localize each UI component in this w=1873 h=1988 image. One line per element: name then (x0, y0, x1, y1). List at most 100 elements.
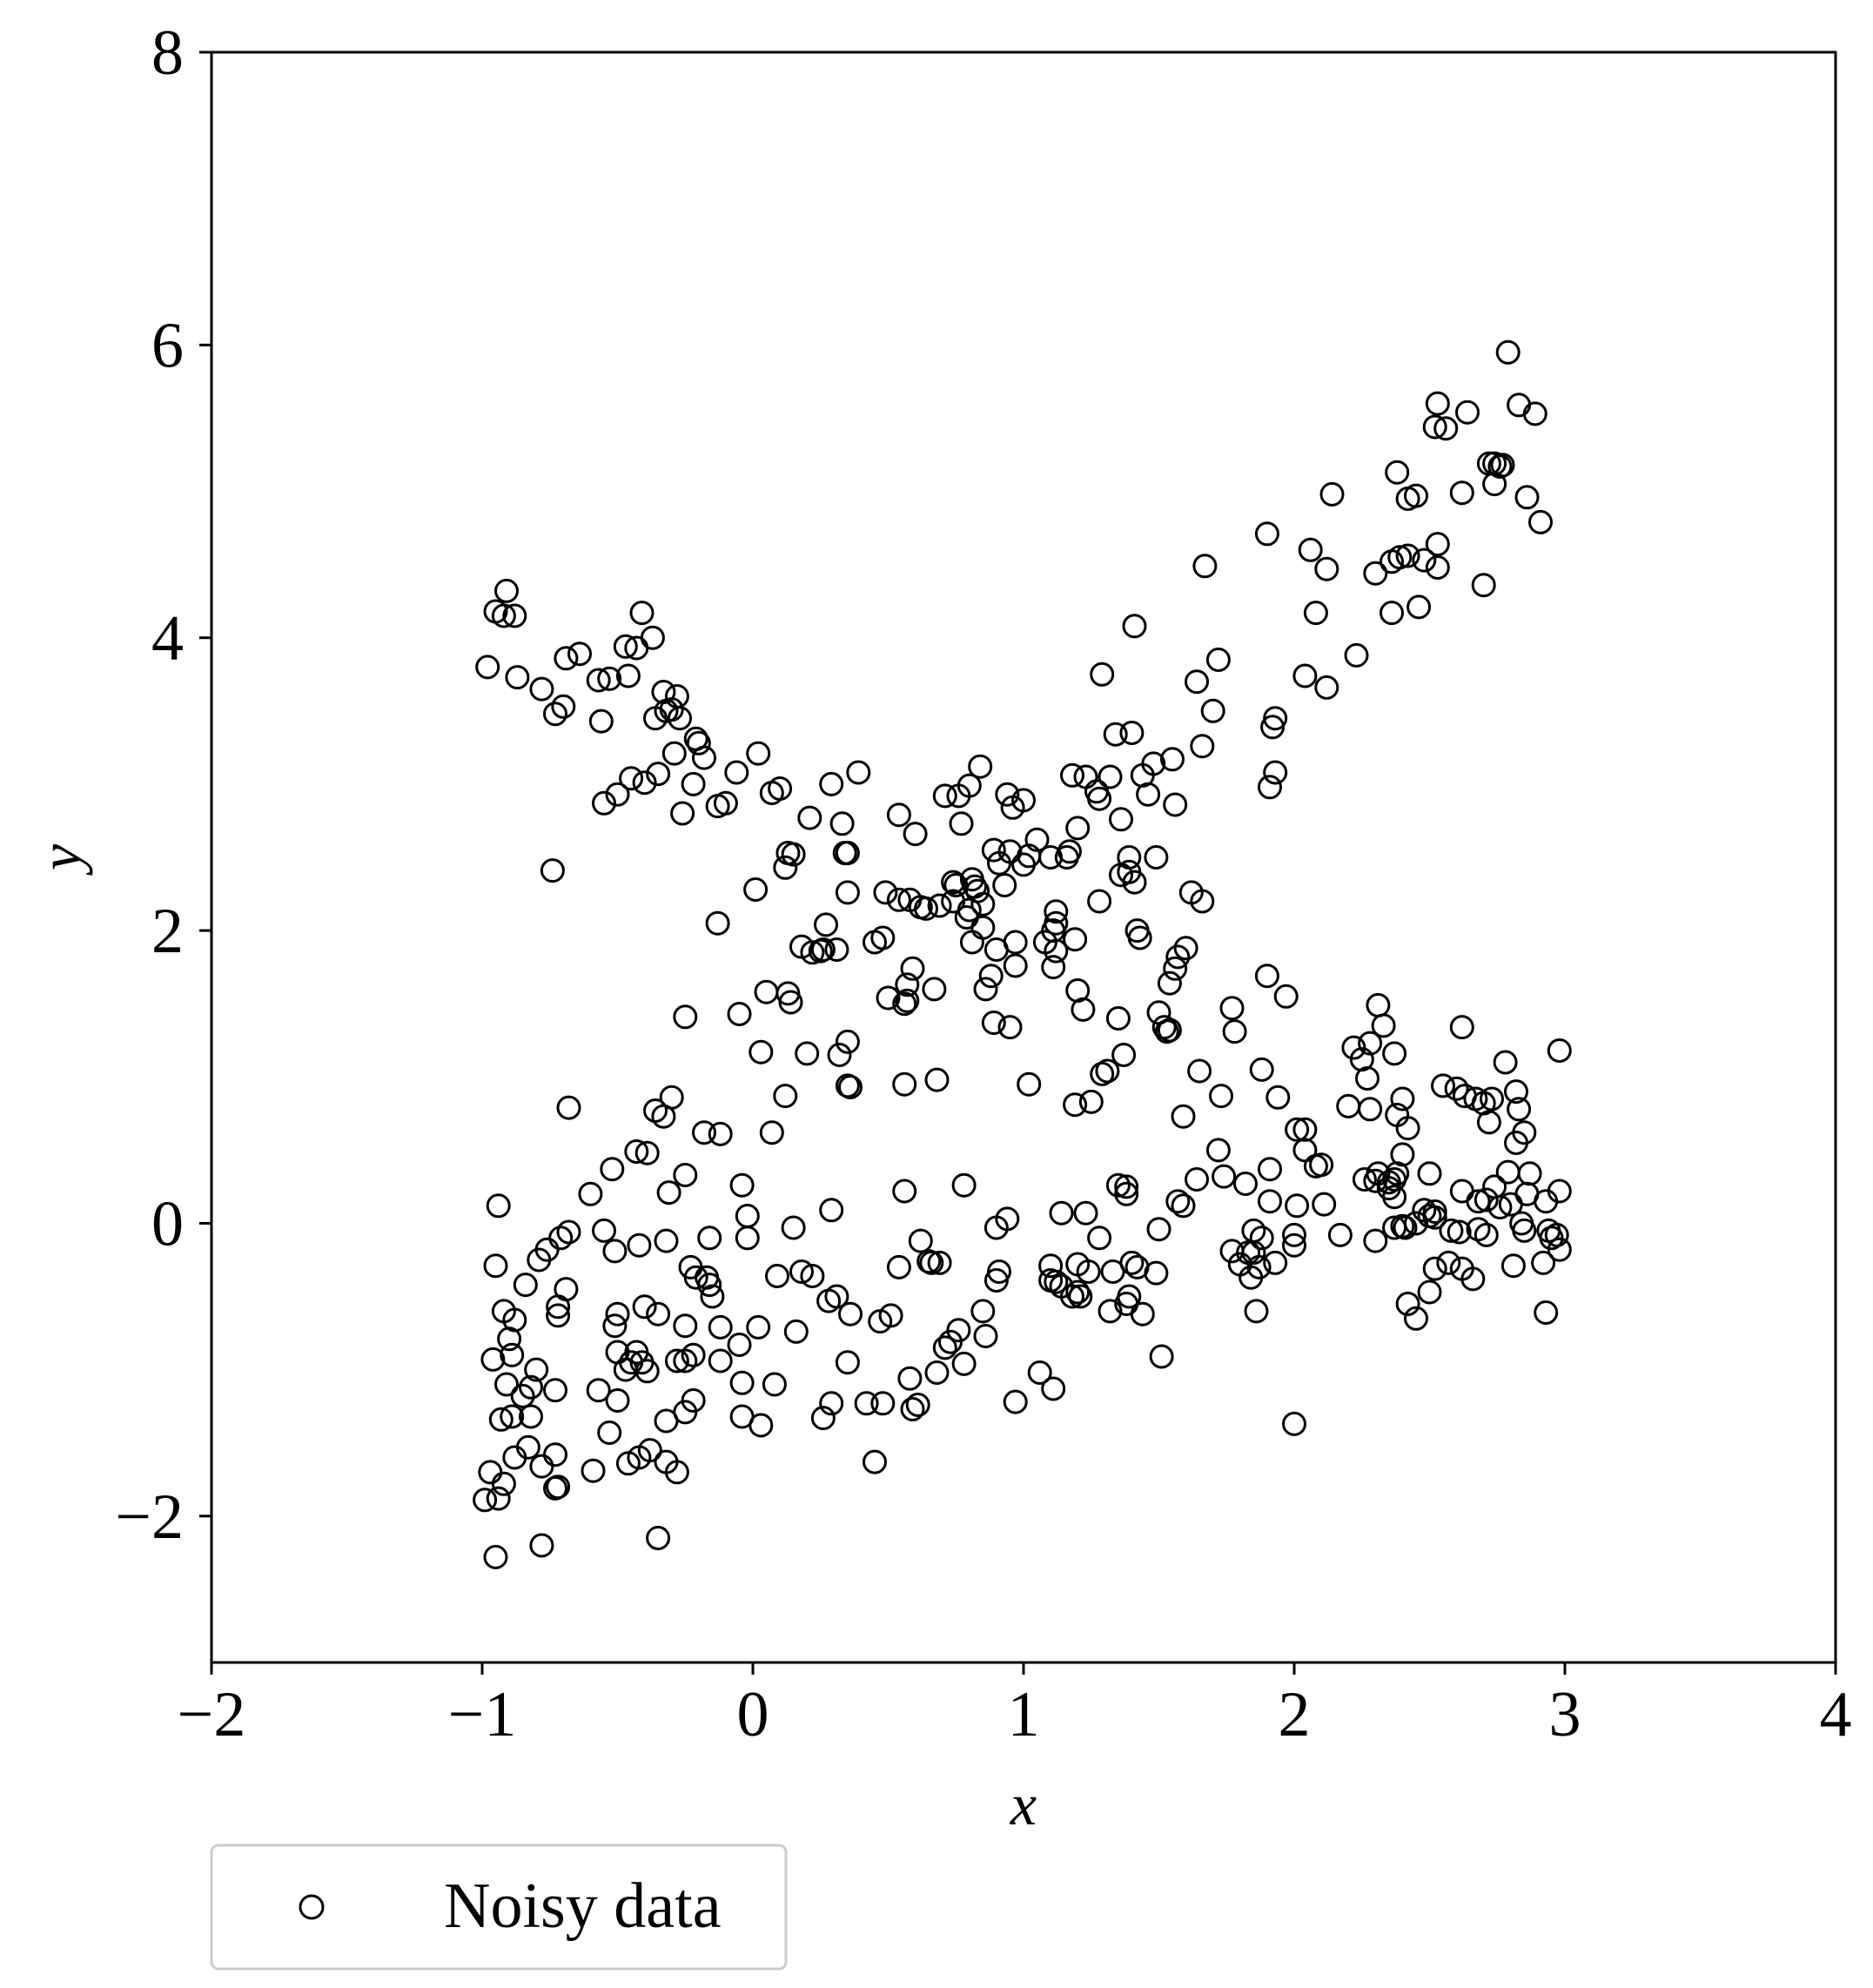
data-point (556, 1219, 581, 1245)
data-point (1222, 1019, 1247, 1044)
data-point (1127, 925, 1152, 950)
data-point (1314, 675, 1339, 700)
data-point (494, 578, 519, 603)
x-tick-label: 1 (1008, 1679, 1040, 1750)
data-point (1185, 669, 1209, 695)
data-point (754, 979, 779, 1004)
data-point (1171, 1104, 1196, 1129)
data-point (997, 1015, 1023, 1040)
data-point (1417, 1161, 1442, 1186)
data-point (681, 1388, 706, 1413)
data-point (1412, 547, 1437, 573)
data-point (810, 937, 836, 962)
data-point (957, 773, 982, 798)
data-point (1063, 927, 1088, 952)
data-point (705, 910, 730, 936)
data-point (1363, 1228, 1388, 1253)
data-point (670, 801, 695, 826)
x-tick-label: 4 (1820, 1679, 1852, 1750)
data-point (646, 762, 671, 787)
data-point (1258, 1189, 1282, 1214)
data-point (1122, 614, 1147, 639)
data-point (1163, 792, 1188, 817)
data-point (905, 1393, 930, 1417)
data-point (605, 1388, 630, 1413)
data-point (981, 837, 1006, 863)
data-point (1422, 1256, 1447, 1281)
data-point (838, 1075, 863, 1099)
data-point (1173, 936, 1198, 961)
data-point (1449, 1179, 1474, 1204)
y-tick-label: 6 (151, 310, 184, 381)
data-point (1254, 521, 1279, 547)
data-point (1165, 1189, 1191, 1214)
data-point (491, 603, 516, 628)
data-point (1363, 1168, 1388, 1193)
data-point (973, 1324, 998, 1348)
data-point (697, 1226, 722, 1251)
data-point (951, 1351, 977, 1376)
data-point (708, 1314, 733, 1340)
data-point (1090, 662, 1115, 687)
data-point (488, 1407, 514, 1432)
data-point (759, 1120, 784, 1145)
data-point (546, 1303, 571, 1328)
data-point (1263, 760, 1288, 785)
x-axis-ticks: −2 −1 0 1 2 3 4 (178, 1662, 1852, 1750)
data-point (600, 1157, 625, 1182)
data-point (708, 1121, 733, 1146)
data-point (927, 893, 952, 918)
data-point (1404, 483, 1428, 508)
data-point (835, 1350, 860, 1375)
data-point (927, 1250, 952, 1275)
data-point (827, 1043, 852, 1067)
data-point (829, 811, 855, 836)
data-point (973, 977, 998, 1002)
data-point (500, 1342, 525, 1367)
data-point (556, 1095, 581, 1120)
data-point (1060, 762, 1084, 788)
data-point (1431, 1073, 1455, 1098)
data-point (1327, 1222, 1353, 1247)
data-point (1422, 414, 1447, 440)
data-point (995, 782, 1020, 807)
data-point (1292, 1138, 1318, 1163)
data-point (656, 1180, 681, 1206)
data-point (1249, 1226, 1274, 1251)
data-point (762, 1372, 787, 1397)
data-point (632, 1294, 657, 1320)
data-point (895, 988, 920, 1013)
data-point (938, 1329, 963, 1354)
data-point (1495, 1159, 1521, 1185)
data-point (646, 1526, 671, 1550)
data-point (1507, 1097, 1532, 1122)
data-point (1352, 1167, 1377, 1192)
data-point (916, 1249, 942, 1274)
data-point (1165, 944, 1191, 970)
data-point (870, 1391, 896, 1416)
data-point (1547, 1237, 1572, 1262)
legend-label: Noisy data (444, 1870, 722, 1942)
data-point (1292, 663, 1318, 688)
data-point (1263, 1250, 1288, 1275)
x-tick-label: −2 (178, 1679, 246, 1750)
data-point (886, 803, 911, 828)
data-point (1390, 1086, 1415, 1112)
data-point (1471, 573, 1496, 598)
data-points (473, 339, 1572, 1569)
data-point (692, 745, 716, 770)
data-point (588, 709, 614, 734)
data-point (629, 601, 655, 626)
data-point (683, 1265, 708, 1290)
data-point (510, 1383, 535, 1408)
data-point (1263, 706, 1288, 731)
data-point (878, 1303, 903, 1328)
data-point (1495, 339, 1521, 365)
data-point (659, 697, 684, 722)
y-tick-label: 8 (151, 17, 184, 89)
data-point (886, 1254, 911, 1279)
legend-marker-icon (299, 1894, 325, 1920)
data-point (1265, 1085, 1291, 1110)
data-point (1425, 555, 1450, 580)
data-point (1512, 1218, 1537, 1243)
